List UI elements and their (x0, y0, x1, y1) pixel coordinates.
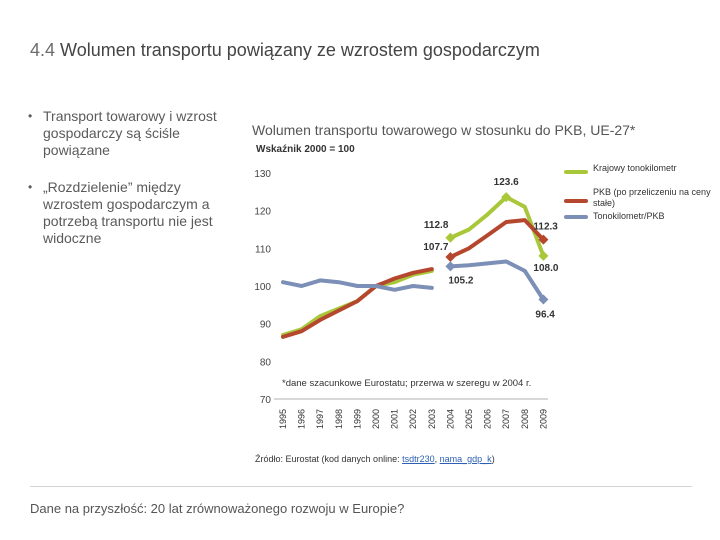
bullet-text: „Rozdzielenie” między wzrostem gospodarc… (43, 179, 213, 246)
x-tick-label: 2003 (427, 409, 437, 429)
data-point-marker (445, 261, 456, 272)
data-label: 112.3 (533, 222, 558, 233)
source-suffix: ) (491, 454, 495, 464)
data-label: 107.7 (423, 242, 448, 253)
legend-label-ratio: Tonokilometr/PKB (593, 211, 665, 221)
series-line-1 (281, 267, 434, 339)
x-tick-label: 2000 (371, 409, 381, 429)
x-tick-label: 1998 (334, 409, 344, 429)
data-point-marker (538, 294, 549, 305)
source-link-nama-gdp-k[interactable]: nama_gdp_k (439, 454, 492, 464)
y-tick-label: 80 (260, 357, 272, 368)
bullet-dot: • (28, 109, 33, 123)
y-tick-label: 110 (255, 244, 271, 255)
source-link-tsdtr230[interactable]: tsdtr230 (402, 454, 435, 464)
x-tick-label: 1999 (352, 409, 362, 429)
series-line-0 (448, 195, 546, 258)
y-tick-label: 100 (254, 282, 271, 293)
x-tick-label: 2009 (538, 409, 548, 429)
data-label: 123.6 (494, 177, 519, 188)
source-prefix: Źródło: Eurostat (kod danych online: (255, 454, 403, 464)
data-point-marker (538, 250, 549, 261)
series-line-2 (448, 259, 546, 302)
x-tick-label: 2007 (501, 409, 511, 429)
x-tick-label: 2005 (464, 409, 474, 429)
bullet-text: Transport towarowy i wzrost gospodarczy … (43, 108, 217, 158)
data-label: 96.4 (535, 310, 555, 321)
chart-subtitle: Wskaźnik 2000 = 100 (256, 144, 355, 155)
bullet-list: • Transport towarowy i wzrost gospodarczy… (28, 108, 243, 267)
x-tick-label: 2001 (390, 409, 400, 429)
data-point-marker (445, 251, 456, 262)
bullet-dot: • (28, 180, 33, 194)
chart-source: Źródło: Eurostat (kod danych online: tsd… (255, 454, 495, 464)
data-label: 108.0 (533, 263, 558, 274)
chart-note: *dane szacunkowe Eurostatu; przerwa w sz… (282, 378, 532, 389)
data-point-marker (445, 232, 456, 243)
y-tick-label: 70 (260, 395, 272, 406)
source-separator: , (434, 454, 440, 464)
x-tick-label: 1996 (297, 409, 307, 429)
footer-divider (30, 486, 692, 487)
bullet-item: • Transport towarowy i wzrost gospodarczy… (28, 108, 243, 159)
x-tick-label: 2006 (483, 409, 493, 429)
y-tick-label: 120 (254, 207, 271, 218)
y-tick-label: 90 (260, 320, 272, 331)
legend-label-gdp: PKB (po przeliczeniu na ceny stałe) (593, 187, 711, 208)
legend-label-tonnekm: Krajowy tonokilometr (593, 163, 677, 173)
slide-title: 4.4 Wolumen transportu powiązany ze wzro… (30, 40, 540, 61)
slide-title-text: Wolumen transportu powiązany ze wzrostem… (60, 40, 540, 60)
x-tick-label: 1997 (315, 409, 325, 429)
series-line-2 (281, 278, 434, 292)
data-point-marker (501, 192, 512, 203)
footer-text: Dane na przyszłość: 20 lat zrównoważoneg… (30, 501, 405, 516)
chart-title: Wolumen transportu towarowego w stosunku… (252, 122, 636, 138)
x-tick-label: 1995 (278, 409, 288, 429)
slide-title-number: 4.4 (30, 40, 56, 60)
series-line-1 (448, 218, 546, 259)
data-label: 112.8 (424, 220, 449, 231)
y-tick-label: 130 (254, 169, 271, 180)
x-tick-label: 2008 (520, 409, 530, 429)
data-label: 105.2 (448, 275, 473, 286)
bullet-item: • „Rozdzielenie” między wzrostem gospodar… (28, 179, 243, 247)
data-point-marker (538, 234, 549, 245)
x-tick-label: 2002 (408, 409, 418, 429)
x-tick-label: 2004 (445, 409, 455, 429)
